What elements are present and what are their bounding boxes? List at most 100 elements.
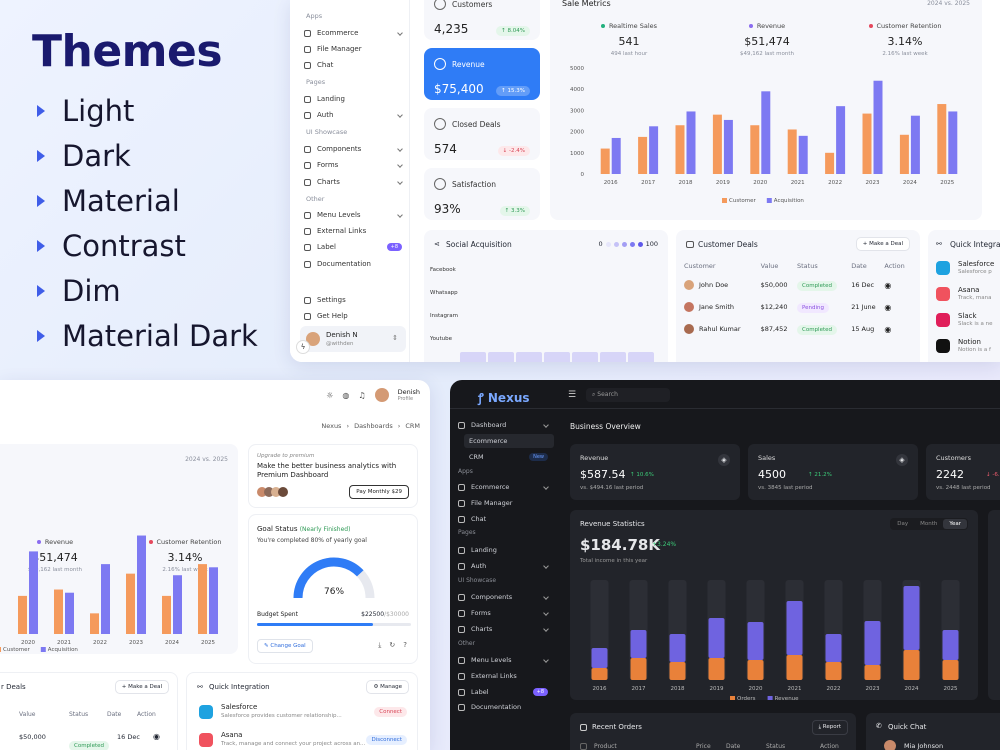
- eye-icon[interactable]: ◉: [884, 324, 892, 334]
- sidebar-item-label: Label: [317, 243, 336, 251]
- tab-month[interactable]: Month: [920, 521, 938, 527]
- chevron-down-icon: [397, 162, 403, 168]
- sidebar-item[interactable]: Menu Levels: [304, 208, 408, 222]
- heatmap-cell: [488, 352, 514, 362]
- sidebar-item[interactable]: Menu Levels: [458, 653, 554, 667]
- kpi-card[interactable]: Sales ◈ 4500 ↑ 21.2% vs. 3845 last period: [748, 444, 918, 500]
- stat-sub: 494 last hour: [610, 51, 648, 57]
- bar-customer: [162, 595, 171, 634]
- avatar: [684, 280, 694, 290]
- kpi-card[interactable]: Revenue ◈ $587.54 ↑ 10.6% vs. $494.16 last p…: [570, 444, 740, 500]
- tab-year[interactable]: Year: [943, 519, 967, 529]
- avatar[interactable]: [374, 388, 389, 402]
- logo-icon: ꝭ: [478, 391, 484, 405]
- sidebar-item[interactable]: Landing: [458, 543, 554, 557]
- menu-item-icon: [458, 703, 465, 711]
- sidebar-item-label: Ecommerce: [317, 29, 359, 37]
- sidebar-item[interactable]: Components: [458, 590, 554, 604]
- header-user-role: Profile: [397, 396, 414, 402]
- chevron-down-icon: [543, 594, 549, 600]
- kpi-label: Revenue: [452, 60, 485, 69]
- breadcrumb-item[interactable]: Nexus: [321, 422, 342, 430]
- breadcrumb-separator: ›: [346, 422, 350, 430]
- bar-customer: [18, 595, 27, 634]
- sidebar-item[interactable]: Get Help: [304, 309, 408, 323]
- make-deal-button[interactable]: + Make a Deal: [855, 237, 910, 251]
- eye-icon[interactable]: ◉: [153, 732, 160, 741]
- eye-icon[interactable]: ◉: [884, 302, 892, 312]
- palette-icon[interactable]: ◍: [342, 390, 350, 400]
- connection-button[interactable]: Disconnect: [366, 735, 407, 745]
- eye-icon[interactable]: ◉: [884, 280, 892, 290]
- column-header: Date: [107, 711, 122, 718]
- customer-deals-card: Customer Deals + Make a Deal Customer Val…: [676, 230, 920, 362]
- menu-item-icon: [458, 609, 465, 617]
- stat-label-text: Revenue: [756, 22, 786, 30]
- kpi-card[interactable]: Satisfaction 93% ↑ 3.3%: [424, 168, 540, 220]
- x-tick-label: 2023: [866, 686, 880, 692]
- heatmap-cell: [600, 260, 626, 281]
- sidebar-item[interactable]: Ecommerce: [458, 480, 554, 494]
- sidebar-item[interactable]: Ecommerce: [464, 434, 554, 448]
- sidebar-item[interactable]: Dashboard: [458, 418, 554, 432]
- search-input[interactable]: ⌕ Search: [586, 388, 670, 402]
- sidebar-item[interactable]: Forms: [458, 606, 554, 620]
- refresh-icon[interactable]: ↻: [389, 641, 396, 649]
- sidebar-item[interactable]: CRM New: [464, 450, 554, 464]
- manage-button[interactable]: ⚙ Manage: [366, 680, 409, 694]
- x-tick-label: 2016: [604, 180, 618, 186]
- kpi-card[interactable]: Revenue $75,400 ↑ 15.3%: [424, 48, 540, 100]
- sidebar-item[interactable]: Auth: [458, 559, 554, 573]
- sidebar-item[interactable]: Documentation: [304, 257, 408, 271]
- menu-item-icon: [304, 296, 311, 304]
- sidebar-item-label: Charts: [317, 178, 340, 186]
- sidebar-item[interactable]: Forms: [304, 158, 408, 172]
- user-card[interactable]: Denish N @withden ⇕: [300, 326, 406, 352]
- make-deal-button[interactable]: + Make a Deal: [114, 680, 169, 694]
- sidebar-item-label: External Links: [317, 227, 367, 235]
- sun-icon[interactable]: ☼: [326, 390, 334, 400]
- pay-monthly-button[interactable]: Pay Monthly $29: [349, 485, 409, 499]
- sidebar-item[interactable]: Settings: [304, 293, 408, 307]
- bolt-icon[interactable]: ϟ: [296, 340, 310, 354]
- sidebar-item[interactable]: External Links: [458, 669, 554, 683]
- download-icon[interactable]: ⤓: [378, 641, 382, 649]
- menu-icon[interactable]: ☰: [568, 390, 577, 400]
- help-icon[interactable]: ?: [403, 641, 407, 649]
- sidebar-item-label: Auth: [471, 562, 487, 570]
- bar-revenue: [942, 630, 959, 660]
- sidebar-item[interactable]: Auth: [304, 108, 408, 122]
- sidebar-item[interactable]: Chat: [304, 58, 408, 72]
- report-button[interactable]: ⤓ Report: [811, 720, 848, 735]
- kpi-card[interactable]: Customers◈2242↓ -6.8%vs. 2448 last perio…: [926, 444, 1000, 500]
- deal-date: 16 Dec: [851, 281, 875, 289]
- sidebar-item[interactable]: Label +8: [304, 240, 408, 254]
- deals-table: Customer Value Status Date Action John Doe $50…: [684, 258, 912, 340]
- sidebar-item[interactable]: Documentation: [458, 700, 554, 714]
- sidebar-item-label: Menu Levels: [471, 656, 512, 664]
- chevron-updown-icon: ⇕: [392, 334, 398, 342]
- heatmap-cell: [488, 329, 514, 350]
- sidebar-item[interactable]: File Manager: [458, 496, 554, 510]
- kpi-icon: ◈: [896, 454, 908, 466]
- tab-day[interactable]: Day: [897, 521, 909, 527]
- stat-label-text: Realtime Sales: [608, 22, 658, 30]
- sidebar-item[interactable]: Label +8: [458, 685, 554, 699]
- sidebar-item[interactable]: Components: [304, 142, 408, 156]
- select-all-checkbox[interactable]: [580, 743, 587, 750]
- sidebar-item[interactable]: Ecommerce: [304, 26, 408, 40]
- connection-button[interactable]: Connect: [374, 707, 407, 717]
- sidebar-item[interactable]: Charts: [458, 622, 554, 636]
- kpi-card[interactable]: Customers 4,235 ↑ 8.04%: [424, 0, 540, 40]
- sidebar-item[interactable]: Chat: [458, 512, 554, 526]
- chevron-down-icon: [397, 30, 403, 36]
- kpi-card[interactable]: Closed Deals 574 ↓ -2.4%: [424, 108, 540, 160]
- sidebar-item[interactable]: Charts: [304, 175, 408, 189]
- x-tick-label: 2025: [201, 640, 215, 646]
- sidebar-item[interactable]: Landing: [304, 92, 408, 106]
- sidebar-item[interactable]: File Manager: [304, 42, 408, 56]
- change-goal-button[interactable]: ✎ Change Goal: [257, 639, 313, 653]
- bell-icon[interactable]: ♫: [358, 390, 366, 400]
- sidebar-item[interactable]: External Links: [304, 224, 408, 238]
- breadcrumb-item[interactable]: Dashboards: [354, 422, 393, 430]
